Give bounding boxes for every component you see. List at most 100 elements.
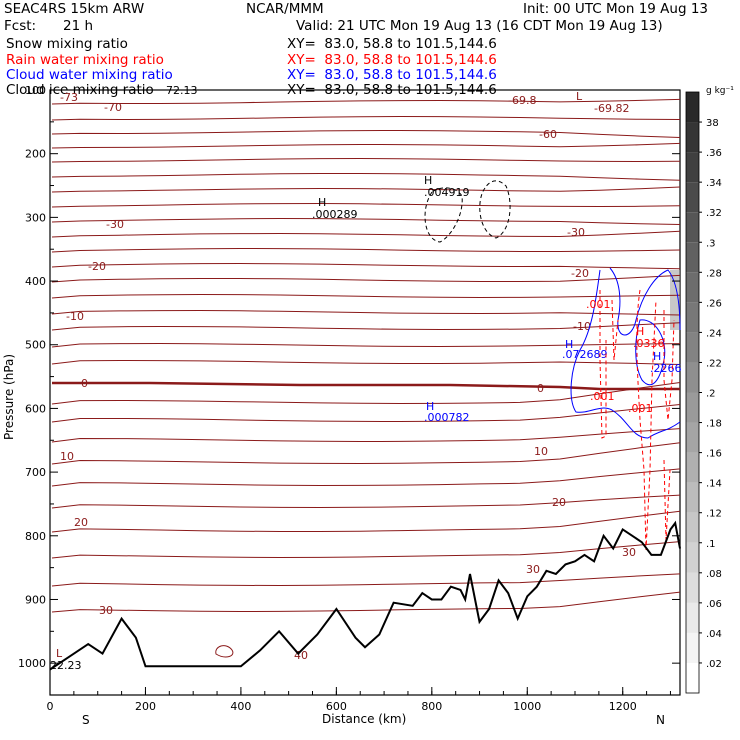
colorbar-tick-label: 38 [706,118,719,129]
y-axis-title: Pressure (hPa) [2,354,16,440]
colorbar-tick-label: .3 [706,238,716,249]
isotherm-label: -70 [104,101,122,114]
rain-water-contour [663,459,671,541]
isotherm-label: 30 [622,546,636,559]
colorbar-segment [686,332,699,363]
isotherm-lines [51,98,681,613]
isotherm-label: -73 [60,91,78,104]
colorbar-tick-label: .04 [706,629,722,640]
south-endpoint: S [82,713,90,727]
extremum-type: L [56,647,63,660]
isotherm-line [51,293,681,299]
isotherm-line [51,322,681,331]
isotherm-line [51,468,681,487]
colorbar-tick-label: .24 [706,328,722,339]
zero-isotherm-line [52,381,680,391]
colorbar-segment [686,92,699,123]
colorbar-tick-label: .16 [706,449,722,460]
colorbar-tick-label: .26 [706,298,722,309]
snow-contours [424,180,511,243]
x-tick-label: 200 [135,700,156,713]
isotherm-line [51,262,681,270]
x-tick-label: 1000 [513,700,541,713]
cloud-water-field-label: H [653,350,661,363]
colorbar-tick-label: .32 [706,208,722,219]
isotherm-line [51,591,681,613]
isotherm-line [51,230,681,238]
isotherm-line [51,142,681,149]
x-axis-title: Distance (km) [322,712,406,726]
legend-cloud-water-xy: XY= 83.0, 58.8 to 101.5,144.6 [287,67,497,83]
isotherm-line [51,510,681,533]
snow-contour [424,187,463,243]
y-tick-label: 500 [25,339,46,352]
colorbar-segment [686,302,699,333]
isotherm-line [51,359,681,365]
legend-rain-xy: XY= 83.0, 58.8 to 101.5,144.6 [287,52,497,68]
isotherm-line [51,309,681,316]
colorbar-segment [686,122,699,153]
rain-field-label: .001 [590,390,615,403]
extremum-value: -69.82 [594,102,629,115]
colorbar-tick-label: .2 [706,389,716,400]
cloud-water-field-label: H [565,338,573,351]
isotherm-label: 0 [81,377,88,390]
extremum-type: L [576,90,583,103]
y-tick-label: 400 [25,275,46,288]
isotherm-line [51,98,681,105]
colorbar-segment [686,482,699,513]
colorbar-segment [686,512,699,543]
isotherm-line [51,217,681,225]
colorbar-unit: g kg⁻¹ [706,86,734,96]
isotherm-line [51,129,681,138]
model-name: SEAC4RS 15km ARW [4,1,145,17]
colorbar-tick-label: .08 [706,569,722,580]
colorbar-tick-label: .14 [706,479,722,490]
colorbar-segment [686,632,699,663]
legend-snow-xy: XY= 83.0, 58.8 to 101.5,144.6 [287,36,497,52]
isotherm-line [51,202,681,208]
rain-max-label: H [636,325,644,338]
rain-field-label: .001 [628,402,653,415]
isotherm-label: -30 [106,218,124,231]
colorbar-segment [686,242,699,273]
isotherm-label: -20 [571,267,589,280]
colorbar-segment [686,422,699,453]
isotherm-label: 10 [534,445,548,458]
isotherm-label: -20 [88,260,106,273]
x-tick-label: 400 [230,700,251,713]
y-tick-label: 1000 [18,657,46,670]
isotherm-line [51,541,681,559]
isotherm-line [51,404,681,423]
rain-field-label: .001 [586,298,611,311]
x-tick-label: 800 [421,700,442,713]
colorbar-segment [686,602,699,633]
forecast-label: Fcst: [4,18,37,34]
y-tick-label: 600 [25,402,46,415]
y-tick-label: 300 [25,211,46,224]
colorbar-tick-label: .34 [706,178,722,189]
isotherm-line [51,428,681,443]
isotherm-label: 30 [99,604,113,617]
snow-max-value: .004919 [424,186,470,199]
isotherm-line [51,115,681,121]
isotherm-line [51,442,681,465]
forecast-hour: 21 h [63,18,94,34]
cloud-ice-max-label: H [318,196,326,209]
colorbar-tick-label: .18 [706,419,722,430]
colorbar-tick-label: .28 [706,268,722,279]
colorbar-segment [686,392,699,423]
colorbar-tick-label: .22 [706,358,722,369]
y-tick-label: 700 [25,466,46,479]
extremum-value: -69.8 [508,94,536,107]
colorbar-tick-label: .36 [706,148,722,159]
rain-max-value: .0336 [633,337,665,350]
legend-cloud-water-label: Cloud water mixing ratio [6,67,173,83]
y-tick-label: 900 [25,593,46,606]
isotherm-label: 20 [74,516,88,529]
isotherm-line [51,494,681,509]
colorbar-segment [686,182,699,213]
colorbar-segment [686,572,699,603]
x-tick-label: 0 [47,700,54,713]
